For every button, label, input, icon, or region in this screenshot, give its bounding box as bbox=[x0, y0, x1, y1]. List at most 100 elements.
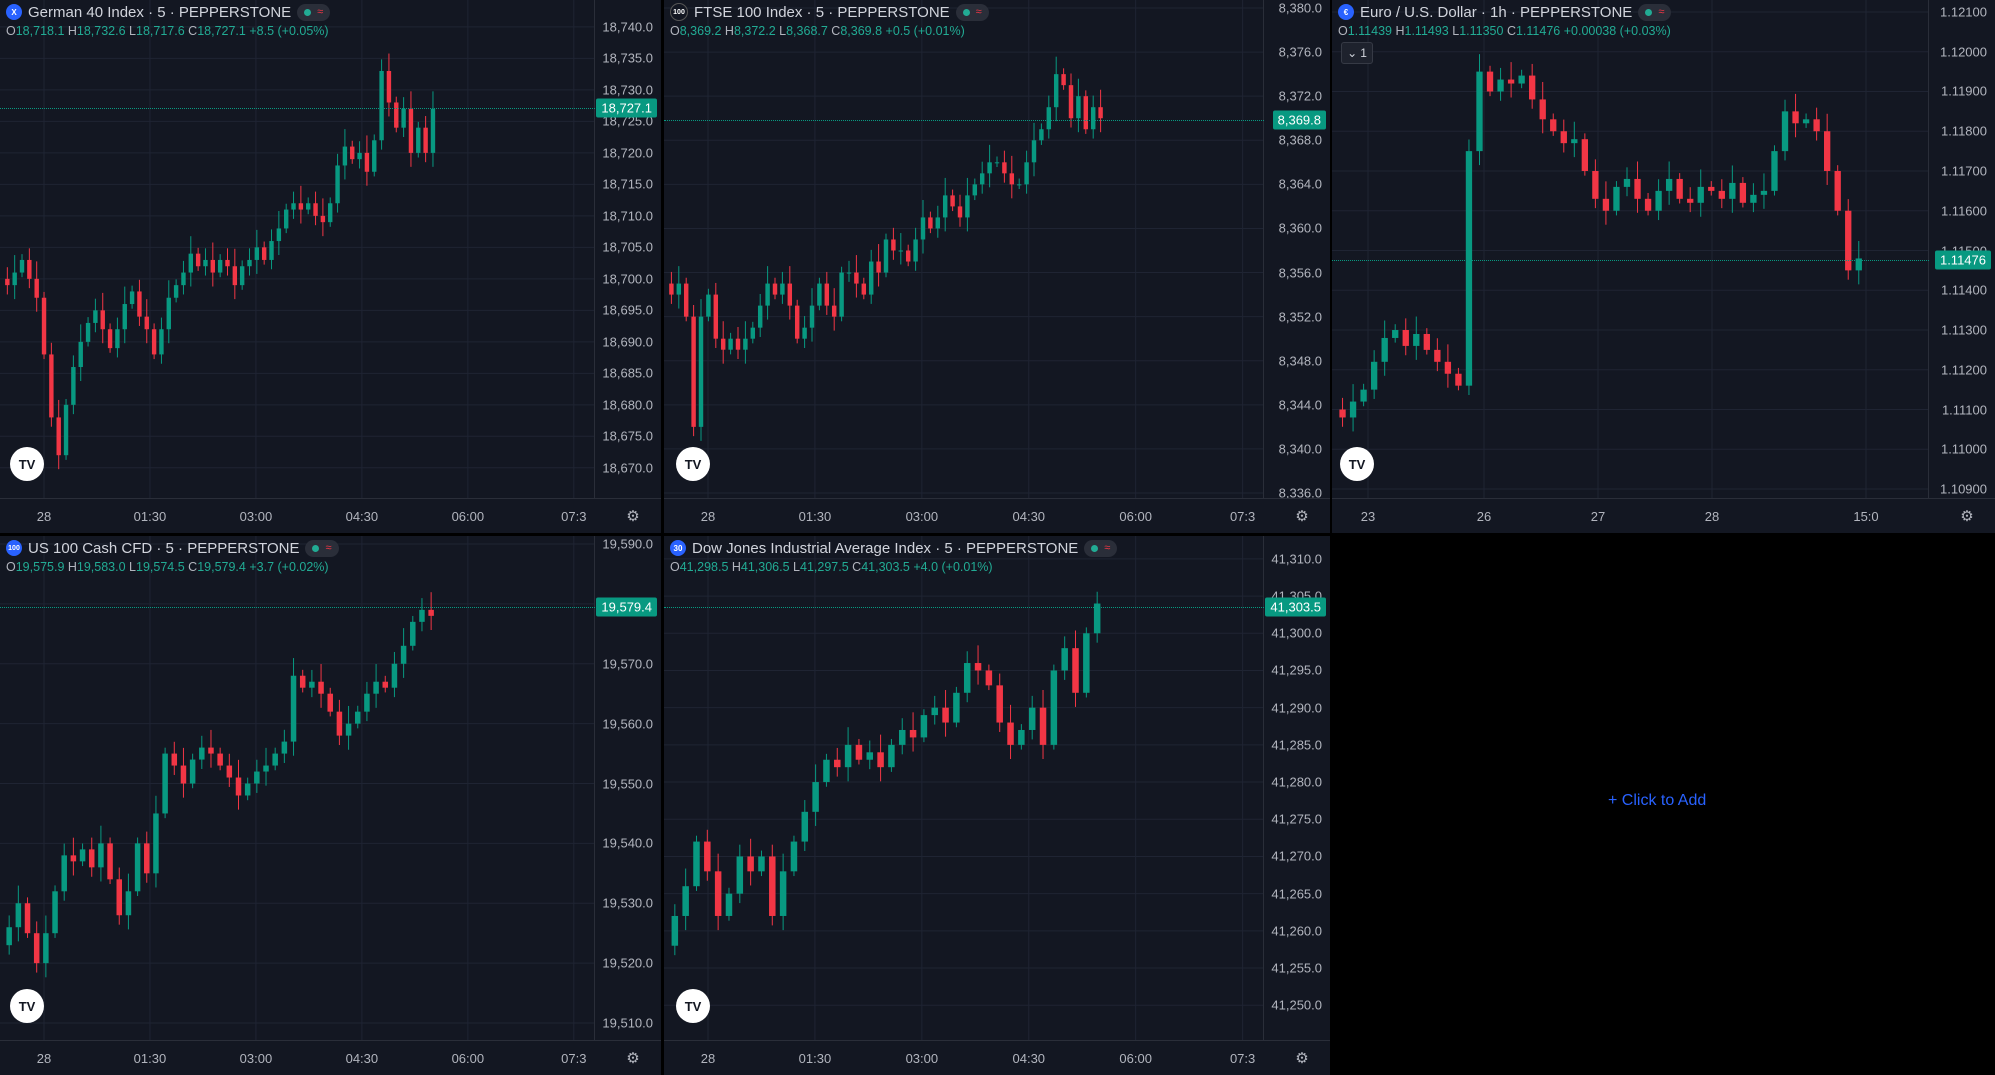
candle-body bbox=[1455, 373, 1462, 386]
chart-title[interactable]: Euro / U.S. Dollar · 1h · PEPPERSTONE bbox=[1360, 3, 1633, 21]
candle-body bbox=[1083, 633, 1090, 693]
settings-gear-icon[interactable]: ⚙ bbox=[1295, 1050, 1309, 1067]
tradingview-logo-icon[interactable]: TV bbox=[676, 989, 710, 1023]
candle-body bbox=[428, 609, 434, 616]
price-tick-label: 18,690.0 bbox=[602, 334, 653, 350]
candle-body bbox=[735, 338, 741, 350]
chart-pane-dowjones[interactable]: 30 Dow Jones Industrial Average Index · … bbox=[664, 536, 1330, 1075]
candle-body bbox=[391, 663, 398, 688]
time-axis[interactable]: ⚙ 23 26 27 28 15:0 bbox=[1332, 498, 1995, 533]
candle-body bbox=[6, 927, 12, 946]
candle-body bbox=[298, 203, 304, 210]
candle-body bbox=[225, 259, 230, 267]
candle-body bbox=[706, 294, 711, 317]
time-tick-label: 03:00 bbox=[905, 1051, 939, 1066]
last-price-badge: 8,369.8 bbox=[1272, 110, 1326, 130]
chart-title[interactable]: US 100 Cash CFD · 5 · PEPPERSTONE bbox=[28, 539, 300, 557]
candle-body bbox=[1476, 71, 1483, 152]
candle-body bbox=[1018, 729, 1025, 745]
candle-body bbox=[423, 127, 428, 153]
settings-gear-icon[interactable]: ⚙ bbox=[1960, 508, 1974, 525]
candle-body bbox=[189, 759, 196, 784]
price-tick-label: 19,540.0 bbox=[602, 835, 653, 851]
candle-area[interactable] bbox=[1332, 0, 1929, 499]
ohlc-readout: O18,718.1 H18,732.6 L18,717.6 C18,727.1 … bbox=[6, 24, 329, 38]
price-tick-label: 8,352.0 bbox=[1278, 309, 1322, 325]
click-to-add-button[interactable]: + Click to Add bbox=[1608, 792, 1707, 809]
candle-body bbox=[928, 217, 933, 229]
candle-body bbox=[372, 140, 377, 172]
candle-body bbox=[671, 915, 679, 946]
candle-body bbox=[1655, 190, 1662, 211]
chart-pane-german40[interactable]: X German 40 Index · 5 · PEPPERSTONE ≈ O1… bbox=[0, 0, 661, 533]
time-axis[interactable]: ⚙ 28 01:30 03:00 04:30 06:00 07:3 bbox=[664, 1040, 1330, 1075]
candle-body bbox=[823, 759, 830, 783]
last-price-line bbox=[0, 108, 595, 110]
candle-body bbox=[408, 108, 414, 153]
candle-body bbox=[281, 741, 288, 754]
tradingview-logo-icon[interactable]: TV bbox=[10, 447, 44, 481]
candle-area[interactable] bbox=[664, 0, 1264, 499]
chart-pane-ftse100[interactable]: 100 FTSE 100 Index · 5 · PEPPERSTONE ≈ O… bbox=[664, 0, 1330, 533]
price-tick-label: 18,715.0 bbox=[602, 176, 653, 192]
candle-body bbox=[419, 609, 425, 622]
last-price-line bbox=[664, 607, 1264, 609]
collapse-indicators-button[interactable]: ⌄ 1 bbox=[1341, 42, 1373, 64]
ohlc-readout: O19,575.9 H19,583.0 L19,574.5 C19,579.4 … bbox=[6, 560, 329, 574]
status-pill[interactable]: ≈ bbox=[305, 539, 339, 557]
candle-body bbox=[704, 841, 711, 872]
chart-pane-us100[interactable]: 100 US 100 Cash CFD · 5 · PEPPERSTONE ≈ … bbox=[0, 536, 661, 1075]
chart-title[interactable]: German 40 Index · 5 · PEPPERSTONE bbox=[28, 3, 292, 21]
time-axis[interactable]: ⚙ 28 01:30 03:00 04:30 06:00 07:3 bbox=[664, 498, 1330, 533]
candle-body bbox=[1571, 139, 1578, 144]
chart-pane-eurusd[interactable]: € Euro / U.S. Dollar · 1h · PEPPERSTONE … bbox=[1332, 0, 1995, 533]
price-tick-label: 19,560.0 bbox=[602, 716, 653, 732]
candle-body bbox=[831, 305, 837, 317]
price-axis[interactable]: 8,380.0 8,376.0 8,372.0 8,368.0 8,364.0 8,360… bbox=[1263, 0, 1330, 533]
candle-body bbox=[122, 304, 127, 330]
status-pill[interactable]: ≈ bbox=[297, 3, 331, 21]
status-pill[interactable]: ≈ bbox=[1084, 539, 1118, 557]
candle-body bbox=[996, 685, 1003, 723]
price-tick-label: 18,675.0 bbox=[602, 428, 653, 444]
status-pill[interactable]: ≈ bbox=[1638, 3, 1672, 21]
settings-gear-icon[interactable]: ⚙ bbox=[626, 1050, 640, 1067]
time-tick-label: 04:30 bbox=[1012, 1051, 1046, 1066]
chart-title[interactable]: FTSE 100 Index · 5 · PEPPERSTONE bbox=[694, 3, 950, 21]
candle-body bbox=[382, 681, 389, 688]
candle-body bbox=[682, 886, 689, 916]
time-tick-label: 04:30 bbox=[345, 509, 379, 524]
candle-body bbox=[972, 184, 978, 196]
time-axis[interactable]: ⚙ 28 01:30 03:00 04:30 06:00 07:3 bbox=[0, 498, 661, 533]
candle-area[interactable] bbox=[664, 536, 1264, 1041]
candle-body bbox=[1002, 162, 1007, 174]
candle-area[interactable] bbox=[0, 0, 595, 499]
price-tick-label: 41,255.0 bbox=[1271, 960, 1322, 976]
candle-body bbox=[1855, 258, 1862, 271]
tradingview-logo-icon[interactable]: TV bbox=[1340, 447, 1374, 481]
chevron-down-icon: ⌄ bbox=[1347, 46, 1358, 60]
price-tick-label: 1.12100 bbox=[1940, 4, 1987, 20]
tradingview-logo-icon[interactable]: TV bbox=[10, 989, 44, 1023]
status-pill[interactable]: ≈ bbox=[955, 3, 989, 21]
price-axis[interactable]: 41,310.0 41,305.0 41,300.0 41,295.0 41,290.0… bbox=[1263, 536, 1330, 1075]
settings-gear-icon[interactable]: ⚙ bbox=[626, 508, 640, 525]
candle-body bbox=[269, 241, 274, 260]
chart-title[interactable]: Dow Jones Industrial Average Index · 5 ·… bbox=[692, 539, 1079, 557]
candle-body bbox=[364, 693, 370, 712]
tradingview-logo-icon[interactable]: TV bbox=[676, 447, 710, 481]
candle-body bbox=[1518, 75, 1525, 84]
price-tick-label: 19,520.0 bbox=[602, 955, 653, 971]
price-tick-label: 18,720.0 bbox=[602, 145, 653, 161]
candle-body bbox=[1602, 198, 1610, 211]
price-tick-label: 19,550.0 bbox=[602, 776, 653, 791]
settings-gear-icon[interactable]: ⚙ bbox=[1295, 508, 1309, 525]
price-tick-label: 1.11200 bbox=[1940, 362, 1987, 378]
candle-body bbox=[336, 711, 343, 736]
empty-chart-slot[interactable]: + Click to Add bbox=[1332, 535, 1995, 1075]
price-tick-label: 1.11900 bbox=[1940, 83, 1987, 99]
price-axis[interactable]: 18,740.0 18,735.0 18,730.0 18,725.0 18,720.0… bbox=[594, 0, 661, 533]
candle-body bbox=[913, 239, 918, 262]
candle-area[interactable] bbox=[0, 536, 595, 1041]
time-axis[interactable]: ⚙ 28 01:30 03:00 04:30 06:00 07:3 bbox=[0, 1040, 661, 1075]
